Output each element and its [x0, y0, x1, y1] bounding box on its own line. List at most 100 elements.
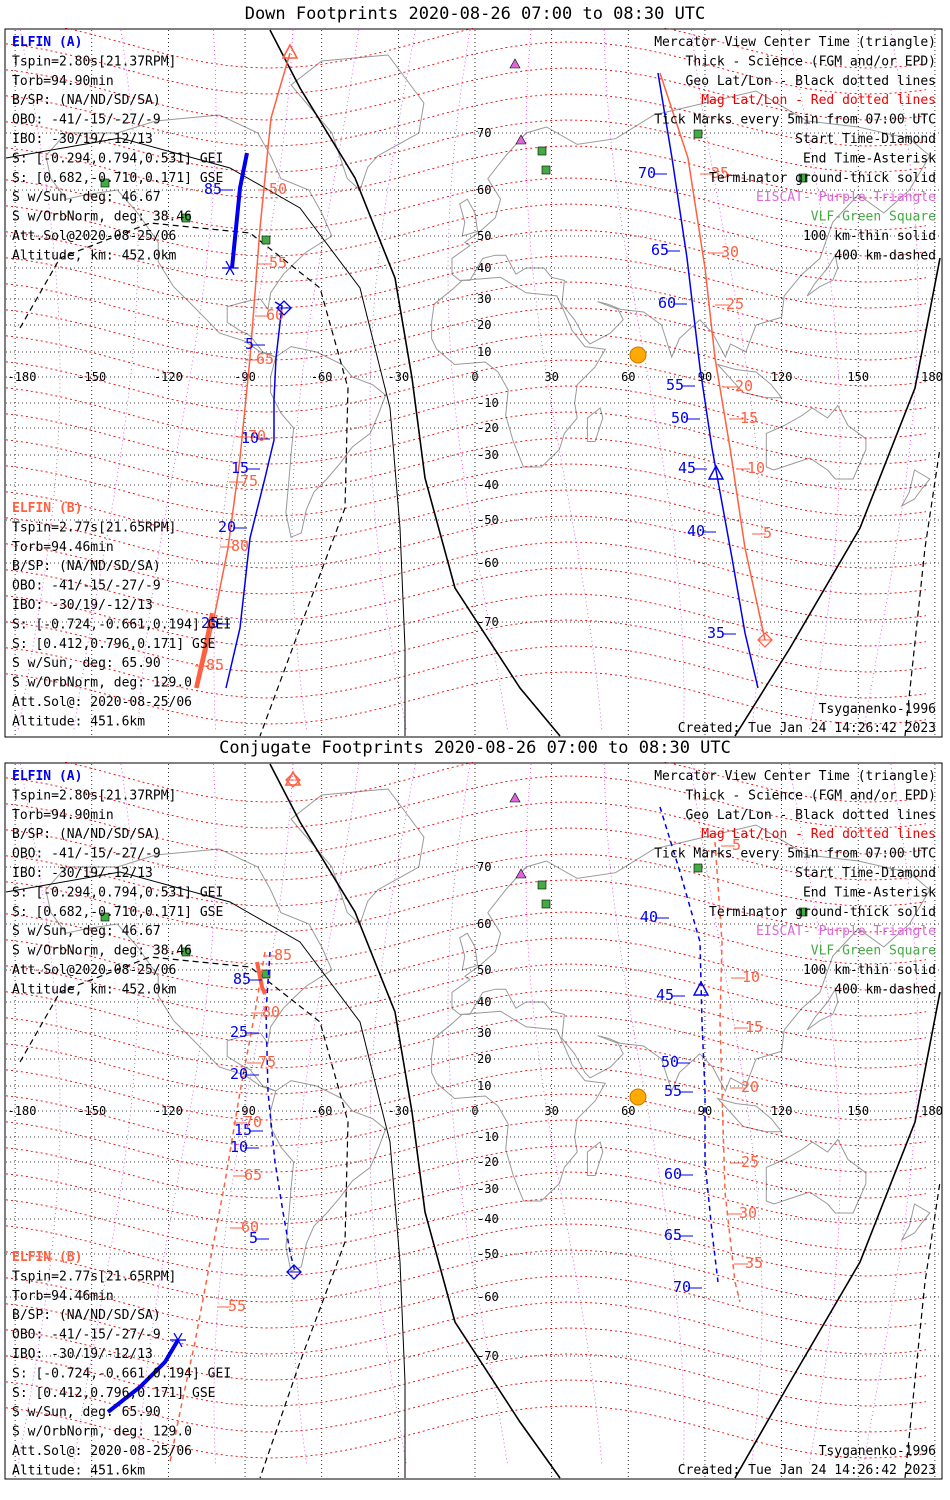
conj-lon-label: -180 — [8, 1104, 37, 1118]
conj-b2-tick-label: 25 — [741, 1153, 759, 1171]
conj-a2-tick-label: 55 — [664, 1082, 682, 1100]
conj-legend-line: Mag Lat/Lon - Red dotted lines — [701, 827, 936, 842]
down-lat-label: -20 — [477, 421, 499, 435]
conj-coastline-north-america — [45, 848, 333, 1092]
conj-elfin-a-start-diamond — [286, 1264, 302, 1280]
conj-mag-parallel — [5, 1197, 927, 1251]
down-elfin-a-info-line: Att.Sol@2020-08-25/06 — [12, 229, 176, 244]
conj-elfin-a-info-line: S: [-0.294,0.794,0.531] GEI — [12, 885, 223, 900]
conj-b1-tick-label: 55 — [228, 1297, 246, 1315]
down-a2-tick-label: 55 — [666, 376, 684, 394]
conj-lon-label: 30 — [544, 1104, 558, 1118]
conj-legend-line: Start Time-Diamond — [795, 866, 936, 881]
conj-coastline-south-america — [270, 1080, 387, 1272]
down-lon-label: -180 — [8, 370, 37, 384]
conj-elfin-a-info-line: Torb=94.90min — [12, 808, 114, 823]
conj-lon-label: -120 — [154, 1104, 183, 1118]
conj-a2-tick-label: 40 — [640, 908, 658, 926]
conj-a2-tick-label: 50 — [661, 1053, 679, 1071]
down-coastline-africa — [431, 276, 607, 468]
down-mag-meridian — [137, 29, 217, 731]
down-elfin-a-info-line: OBO: -41/-15/-27/-9 — [12, 113, 161, 128]
conj-elfin-b-track-1 — [169, 951, 266, 1463]
conj-a1-tick-label: 5 — [249, 1229, 258, 1247]
down-lat-label: -60 — [477, 556, 499, 570]
down-elfin-a-info-line: S: [0.682,-0.710,0.171] GSE — [12, 171, 223, 186]
down-legend-line: Mag Lat/Lon - Red dotted lines — [701, 93, 936, 108]
down-legend-line: EISCAT- Purple Triangle — [756, 190, 936, 205]
conj-mag-parallel — [5, 1119, 927, 1173]
down-elfin-b-info-line: Tspin=2.77s[21.65RPM] — [12, 520, 176, 535]
conj-lat-label: 30 — [477, 1026, 491, 1040]
conj-eiscat-triangle — [515, 868, 527, 879]
down-vlf-square — [100, 178, 110, 188]
down-mag-parallel — [5, 437, 927, 491]
down-lon-label: -60 — [311, 370, 333, 384]
conj-vlf-square — [798, 907, 808, 917]
conj-elfin-b-info-line: Att.Sol@: 2020-08-25/06 — [12, 1444, 192, 1459]
conj-lat-label: -20 — [477, 1155, 499, 1169]
down-elfin-b-info-line: B/SP: (NA/ND/SD/SA) — [12, 559, 161, 574]
down-elfin-b-track-1 — [197, 52, 291, 689]
down-panel-title: Down Footprints 2020-08-26 07:00 to 08:3… — [244, 4, 706, 24]
conj-terminator-400km-east — [904, 1181, 941, 1479]
down-lon-label: -150 — [77, 370, 106, 384]
down-b1-tick-label: 75 — [240, 472, 258, 490]
down-elfin-a-info-line: S w/OrbNorm, deg: 38.46 — [12, 210, 192, 225]
conj-mag-meridian — [213, 763, 294, 1465]
conj-terminator-ground-east — [734, 991, 941, 1479]
down-mag-meridian — [603, 29, 685, 731]
down-mag-parallel — [5, 359, 927, 413]
down-legend-line: 100 km-thin solid — [803, 229, 936, 244]
down-a2-tick-label: 70 — [638, 164, 656, 182]
down-elfin-a-track-1 — [225, 301, 283, 689]
down-lat-label: -10 — [477, 396, 499, 410]
conj-created-label: Created: Tue Jan 24 14:26:42 2023 — [678, 1463, 936, 1478]
conj-lon-label: -90 — [234, 1104, 256, 1118]
conj-elfin-a-track-2 — [659, 806, 719, 1283]
conj-lon-label: 180 — [921, 1104, 943, 1118]
down-elfin-b-name: ELFIN (B) — [12, 501, 82, 516]
down-lat-label: -40 — [477, 478, 499, 492]
conj-b1-tick-label: 85 — [274, 946, 292, 964]
conj-lon-label: -60 — [311, 1104, 333, 1118]
conj-mag-parallel — [5, 1015, 927, 1069]
conj-coastline-australia — [765, 1138, 867, 1214]
down-elfin-a-info-line: Tspin=2.80s[21.37RPM] — [12, 54, 176, 69]
conj-map-frame — [4, 762, 943, 1480]
down-mag-parallel — [5, 385, 927, 439]
conj-legend-line: Tick Marks every 5min from 07:00 UTC — [654, 847, 936, 862]
conj-legend-line: End Time-Asterisk — [803, 885, 936, 900]
conj-legend-line: Geo Lat/Lon - Black dotted lines — [686, 808, 936, 823]
conj-a2-tick-label: 45 — [656, 986, 674, 1004]
conj-elfin-a-info-line: OBO: -41/-15/-27/-9 — [12, 847, 161, 862]
down-legend-line: Start Time-Diamond — [795, 132, 936, 147]
down-elfin-b-info-line: IBO: -30/19/-12/13 — [12, 598, 153, 613]
conj-coastline-uk — [459, 932, 479, 971]
conj-sun-icon — [629, 1088, 647, 1106]
down-lat-label: 30 — [477, 292, 491, 306]
down-terminator-400km-east — [904, 447, 941, 737]
conj-elfin-b-info-line: S: [-0.724,-0.661,0.194] GEI — [12, 1366, 231, 1381]
down-b1-tick-label: 55 — [269, 254, 287, 272]
conj-a1-tick-label: 85 — [233, 970, 251, 988]
conj-b2-tick-label: 10 — [742, 968, 760, 986]
down-elfin-b-info-line: S w/Sun, deg: 65.90 — [12, 656, 161, 671]
conj-vlf-square — [100, 912, 110, 922]
conj-lon-label: -30 — [388, 1104, 410, 1118]
down-coastline-new-zealand — [900, 469, 931, 508]
down-b1-tick-label: 50 — [269, 180, 287, 198]
down-elfin-b-info-line: Altitude: 451.6km — [12, 714, 145, 729]
down-lon-label: 30 — [544, 370, 558, 384]
down-coastline-greenland — [290, 54, 425, 191]
conj-legend-line: 100 km-thin solid — [803, 963, 936, 978]
conj-lat-label: 60 — [477, 917, 491, 931]
down-legend-line: Mercator View Center Time (triangle) — [654, 35, 936, 50]
conj-lon-label: -150 — [77, 1104, 106, 1118]
down-elfin-b-science-segment — [194, 612, 214, 689]
down-a1-tick-label: 20 — [218, 518, 236, 536]
down-elfin-a-name: ELFIN (A) — [12, 35, 82, 50]
conj-elfin-b-info-line: S w/OrbNorm, deg: 129.0 — [12, 1425, 192, 1440]
conjugate-panel-title: Conjugate Footprints 2020-08-26 07:00 to… — [219, 738, 731, 758]
down-coastline-madagascar — [586, 407, 604, 442]
